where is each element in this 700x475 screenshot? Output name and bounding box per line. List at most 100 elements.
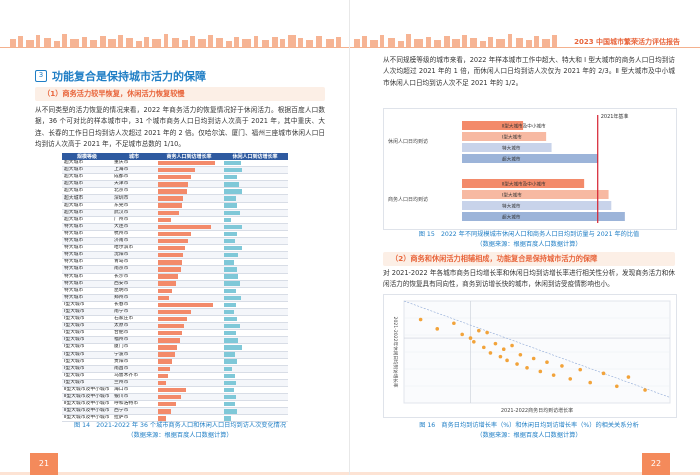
- scatter-point: [551, 373, 556, 377]
- tier-cell: Ⅰ型大城市: [62, 379, 112, 388]
- business-growth-cell: [156, 386, 222, 395]
- table-row: 超大城市 广州市: [62, 216, 288, 224]
- business-growth-bar: [158, 196, 184, 201]
- tier-cell: 特大城市: [62, 244, 112, 253]
- table-row: 特大城市 杭州市: [62, 230, 288, 239]
- business-growth-bar: [158, 309, 191, 315]
- bar: [462, 212, 625, 221]
- bar: [462, 121, 524, 130]
- business-growth-cell: [156, 180, 222, 189]
- leisure-growth-cell: [222, 244, 288, 253]
- footer-band-right: [350, 472, 700, 475]
- table-header-cell: 规模等级: [62, 153, 112, 160]
- section-number-icon: 3: [35, 70, 47, 82]
- leisure-growth-bar: [224, 338, 239, 343]
- leisure-growth-bar: [224, 316, 238, 322]
- bar-label: 超大城市: [502, 214, 521, 221]
- tier-cell: 特大城市: [62, 237, 112, 246]
- table-row: Ⅰ型大城市 厦门市: [62, 343, 288, 352]
- tier-cell: Ⅰ型大城市: [62, 301, 112, 309]
- table-row: 超大城市 天津市: [62, 180, 288, 189]
- leisure-growth-cell: [222, 202, 288, 210]
- table-header-cell: 商务人口到访增长率: [156, 153, 222, 160]
- table-header-cell: 城市: [112, 153, 156, 160]
- skyline-decoration-right: [354, 34, 557, 47]
- table-row: Ⅰ型大城市 乌鲁木齐市: [62, 372, 288, 380]
- table-row: 特大城市 昆明市: [62, 287, 288, 295]
- business-growth-bar: [158, 238, 188, 244]
- leisure-growth-cell: [222, 223, 288, 231]
- business-growth-cell: [156, 187, 222, 196]
- trend-line: [403, 300, 671, 398]
- city-cell: 郑州市: [112, 294, 156, 302]
- leisure-growth-bar: [224, 387, 234, 393]
- leisure-growth-cell: [222, 386, 288, 395]
- business-growth-cell: [156, 407, 222, 416]
- leisure-growth-bar: [224, 245, 242, 251]
- table-row: 特大城市 西安市: [62, 280, 288, 288]
- figure-14-source: （数据来源：根据百度人口数据计算）: [127, 432, 233, 439]
- business-growth-cell: [156, 315, 222, 324]
- city-cell: 厦门市: [112, 343, 156, 352]
- business-growth-cell: [156, 265, 222, 274]
- business-growth-bar: [158, 331, 182, 336]
- leisure-growth-cell: [222, 280, 288, 288]
- tier-cell: 超大城市: [62, 202, 112, 210]
- business-growth-cell: [156, 173, 222, 182]
- business-growth-cell: [156, 223, 222, 231]
- business-growth-bar: [158, 380, 167, 386]
- city-cell: 长春市: [112, 301, 156, 309]
- business-growth-bar: [158, 373, 168, 379]
- business-growth-bar: [158, 352, 175, 357]
- leisure-growth-cell: [222, 216, 288, 224]
- business-growth-bar: [158, 231, 191, 237]
- business-growth-cell: [156, 414, 222, 423]
- business-growth-cell: [156, 251, 222, 260]
- leisure-growth-bar: [224, 324, 240, 329]
- city-cell: 昆明市: [112, 287, 156, 295]
- tier-cell: 特大城市: [62, 251, 112, 260]
- tier-cell: 特大城市: [62, 273, 112, 281]
- table-row: Ⅰ型大城市 太原市: [62, 322, 288, 331]
- figure-15-box: 休闲人口日均到访 Ⅱ型大城市及中小城市 Ⅰ型大城市 特大城市 超大城市 商务人口日均到访 Ⅱ…: [383, 108, 677, 230]
- scatter-point: [538, 369, 543, 374]
- right-paragraph-1: 从不同规模等级的城市来看，2022 年样本城市工作中超大、特大和 Ⅰ 型大城市的…: [383, 56, 675, 87]
- leisure-growth-bar: [224, 394, 236, 400]
- table-row: 超大城市 北京市: [62, 187, 288, 196]
- figure-16-source: （数据来源：根据百度人口数据计算）: [476, 432, 582, 439]
- city-cell: 呼和浩特市: [112, 400, 156, 409]
- leisure-growth-bar: [224, 281, 240, 286]
- figure-14-caption: 图 14 2021-2022 年 36 个城市商务人口和休闲人口日均到访人次变化…: [35, 421, 325, 441]
- city-cell: 石家庄市: [112, 315, 156, 324]
- city-cell: 大连市: [112, 223, 156, 231]
- figure-15-source: （数据来源：根据百度人口数据计算）: [476, 241, 582, 248]
- bar-label: 超大城市: [502, 156, 521, 163]
- leisure-growth-bar: [224, 288, 236, 293]
- leisure-growth-cell: [222, 315, 288, 324]
- leisure-growth-cell: [222, 365, 288, 373]
- leisure-growth-cell: [222, 400, 288, 409]
- tier-cell: Ⅰ型大城市: [62, 329, 112, 338]
- skyline-decoration: [10, 34, 341, 47]
- business-growth-cell: [156, 301, 222, 309]
- header-rule: [0, 47, 350, 48]
- business-growth-cell: [156, 237, 222, 246]
- tier-cell: Ⅰ型大城市: [62, 315, 112, 324]
- city-cell: 北京市: [112, 187, 156, 196]
- tier-cell: Ⅰ型大城市: [62, 365, 112, 373]
- table-row: 特大城市 长沙市: [62, 273, 288, 281]
- left-page: 3 功能复合是保持城市活力的保障 （1）商务活力较早恢复，休闲活力恢复较慢 从不…: [0, 34, 350, 475]
- leisure-growth-bar: [224, 224, 242, 230]
- business-growth-bar: [158, 345, 178, 350]
- leisure-growth-bar: [224, 352, 235, 357]
- tier-cell: Ⅱ型大城市及中小城市: [62, 386, 112, 395]
- business-growth-bar: [158, 338, 180, 343]
- subheading-1-text: （1）商务活力较早恢复，休闲活力恢复较慢: [43, 89, 185, 98]
- business-growth-bar: [158, 160, 215, 166]
- tier-cell: 超大城市: [62, 194, 112, 203]
- leisure-growth-bar: [224, 196, 236, 201]
- page-gutter: [349, 0, 350, 475]
- subheading-2-text: （2）商务和休闲活力相辅相成，功能复合是保持城市活力的保障: [391, 254, 598, 263]
- business-growth-bar: [158, 288, 173, 293]
- business-growth-bar: [158, 402, 176, 407]
